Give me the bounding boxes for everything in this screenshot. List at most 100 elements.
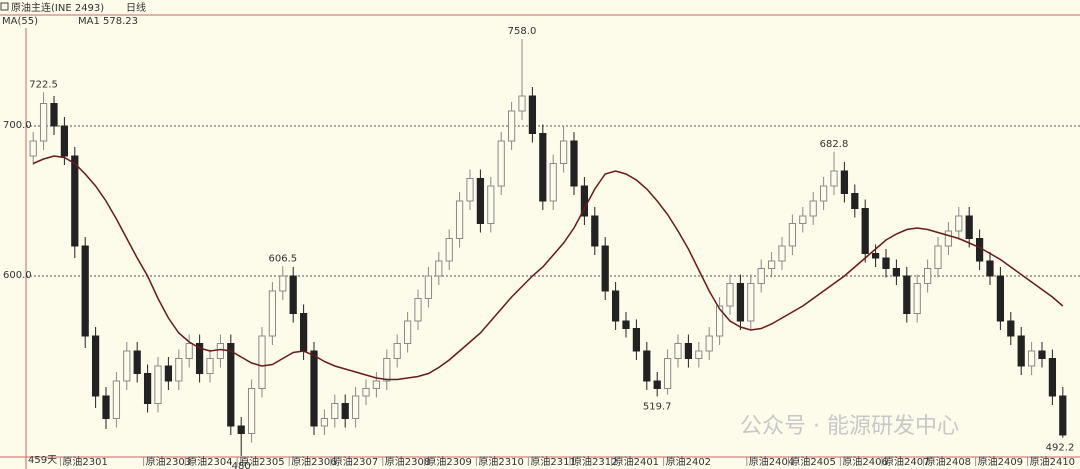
candle-body xyxy=(830,170,838,187)
x-tick-label: 原油2404 xyxy=(749,455,794,468)
price-annotation: 682.8 xyxy=(820,139,849,150)
watermark: 公众号 · 能源研发中心 xyxy=(740,414,959,439)
candle-body xyxy=(435,260,443,277)
candle-body xyxy=(455,200,464,239)
y-tick-label: 600.0 xyxy=(3,270,32,281)
candle-body xyxy=(237,425,245,434)
candle-body xyxy=(102,395,110,419)
candle-body xyxy=(809,200,817,217)
x-tick-label: 原油2408 xyxy=(926,455,971,468)
candle-body xyxy=(1007,320,1015,337)
candle-body xyxy=(882,257,890,269)
candle-body xyxy=(258,335,266,389)
candle-body xyxy=(247,388,256,434)
x-tick-label: 原油2301 xyxy=(62,455,107,468)
candle-body xyxy=(518,95,526,112)
candle-body xyxy=(341,403,349,419)
candle-body xyxy=(715,305,724,337)
candle-body xyxy=(164,365,173,382)
candle-body xyxy=(653,380,661,389)
candle-body xyxy=(279,275,287,292)
candle-body xyxy=(663,358,672,389)
candle-body xyxy=(840,170,849,194)
candle-body xyxy=(549,163,557,202)
x-tick-label: 原油2311 xyxy=(530,455,575,468)
candle-body xyxy=(861,208,869,254)
candle-body xyxy=(289,275,297,314)
candle-body xyxy=(112,380,121,419)
candle-body xyxy=(383,358,391,382)
candle-body xyxy=(559,140,568,164)
period[interactable]: 日线 xyxy=(126,1,146,14)
candle-body xyxy=(414,298,422,322)
candle-body xyxy=(216,343,225,359)
candle-body xyxy=(757,268,765,284)
price-annotation: 519.7 xyxy=(643,401,672,412)
x-tick-label: 原油2407 xyxy=(884,455,929,468)
candle-body xyxy=(445,238,453,262)
candle-body xyxy=(601,245,609,292)
x-tick-label: 原油2309 xyxy=(426,455,471,468)
candle-body xyxy=(1059,395,1067,436)
x-tick-label: 原油2405 xyxy=(790,455,835,468)
candle-body xyxy=(539,133,547,202)
x-tick-label: 原油2307 xyxy=(333,455,378,468)
x-tick-label: 原油2312 xyxy=(572,455,617,468)
candle-body xyxy=(955,215,963,232)
candle-body xyxy=(528,95,537,134)
x-tick-label: 原油2310 xyxy=(478,455,523,468)
candle-body xyxy=(195,343,204,374)
x-tick-label: 原油2306 xyxy=(291,455,336,468)
candle-body xyxy=(570,140,578,187)
candle-body xyxy=(299,313,308,352)
candle-body xyxy=(1027,350,1036,367)
candle-body xyxy=(320,418,329,427)
x-tick-label: 原油2409 xyxy=(978,455,1023,468)
candle-body xyxy=(965,215,973,239)
candle-body xyxy=(778,245,786,262)
candle-body xyxy=(986,260,994,277)
candle-body xyxy=(944,230,953,247)
candle-body xyxy=(60,125,69,157)
candle-body xyxy=(393,343,401,359)
candle-body xyxy=(154,365,162,404)
candle-body xyxy=(206,358,214,374)
candle-body xyxy=(39,103,48,142)
candle-body xyxy=(1038,350,1046,359)
x-tick-label: 原油2303 xyxy=(146,455,191,468)
candle-body xyxy=(913,283,921,314)
candle-body xyxy=(133,350,141,374)
candle-body xyxy=(819,185,828,202)
candle-body xyxy=(871,253,880,259)
days-label: 459天 xyxy=(28,455,57,466)
candle-body xyxy=(507,110,516,142)
price-annotation: 492.2 xyxy=(1046,443,1075,454)
candle-body xyxy=(476,178,485,224)
candle-body xyxy=(975,238,984,262)
price-annotation: 722.5 xyxy=(29,79,58,90)
candle-body xyxy=(747,283,755,322)
candle-body xyxy=(29,140,37,157)
candle-body xyxy=(91,335,100,397)
candle-body xyxy=(788,223,797,247)
candle-body xyxy=(684,343,693,359)
price-annotation: 606.5 xyxy=(268,253,297,264)
candle-body xyxy=(851,193,859,209)
candle-body xyxy=(892,268,901,277)
ma-name[interactable]: MA(55) xyxy=(2,16,38,27)
ma-value: MA1 578.23 xyxy=(78,16,138,27)
candle-body xyxy=(331,403,339,419)
candle-body xyxy=(611,290,620,322)
menu-icon[interactable] xyxy=(0,2,9,11)
candle-body xyxy=(736,283,745,322)
x-tick-label: 原油2308 xyxy=(385,455,430,468)
candle-body xyxy=(372,380,381,389)
chart-title: 原油主连(INE 2493) xyxy=(11,1,104,14)
candle-body xyxy=(705,335,713,352)
candle-body xyxy=(580,185,589,217)
price-annotation: 758.0 xyxy=(508,26,537,37)
candle-body xyxy=(175,358,183,382)
candle-body xyxy=(923,268,932,284)
candle-body xyxy=(351,395,360,419)
